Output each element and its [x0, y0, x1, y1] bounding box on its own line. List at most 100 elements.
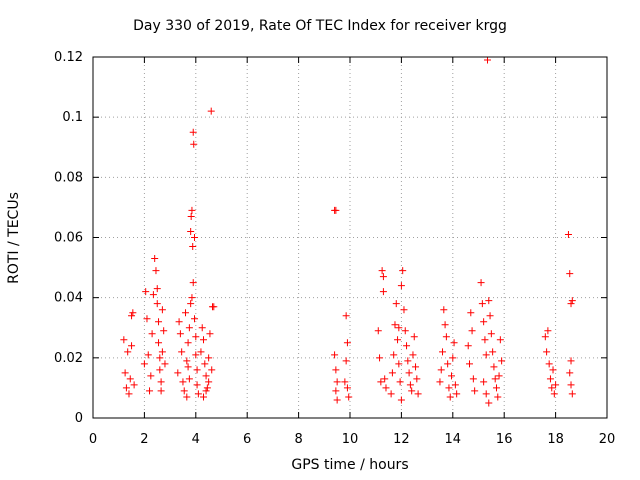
data-point — [495, 372, 503, 380]
data-point — [149, 291, 157, 299]
data-point — [121, 369, 129, 377]
data-point — [185, 375, 193, 383]
data-point — [343, 339, 351, 347]
data-point — [378, 267, 386, 275]
data-point — [332, 206, 340, 214]
data-point — [189, 128, 197, 136]
x-tick-label: 12 — [393, 432, 410, 447]
data-point — [189, 243, 197, 251]
data-point — [549, 366, 557, 374]
data-point — [485, 297, 493, 305]
data-point — [187, 300, 195, 308]
data-point — [477, 279, 485, 287]
data-point — [157, 387, 165, 395]
data-point — [120, 336, 128, 344]
y-tick-label: 0 — [75, 411, 83, 426]
data-point — [128, 312, 136, 320]
data-point — [381, 375, 389, 383]
data-point — [341, 378, 349, 386]
x-tick-label: 14 — [445, 432, 462, 447]
data-point — [440, 306, 448, 314]
data-point — [128, 342, 136, 350]
data-point — [157, 378, 165, 386]
data-point — [193, 381, 201, 389]
data-point — [394, 336, 402, 344]
data-point — [567, 381, 575, 389]
data-point — [392, 300, 400, 308]
data-point — [483, 56, 491, 64]
data-point — [403, 342, 411, 350]
y-tick-label: 0.06 — [54, 231, 83, 246]
data-point — [546, 375, 554, 383]
data-point — [406, 381, 414, 389]
data-point — [376, 354, 384, 362]
data-point — [397, 396, 405, 404]
data-point — [126, 375, 134, 383]
data-point — [468, 327, 476, 335]
data-point — [467, 309, 475, 317]
data-point — [482, 351, 490, 359]
x-tick-label: 4 — [192, 432, 200, 447]
data-point — [400, 306, 408, 314]
data-point — [129, 309, 137, 317]
y-tick-label: 0.04 — [54, 291, 83, 306]
y-tick-label: 0.08 — [54, 170, 83, 185]
data-point — [155, 339, 163, 347]
data-point — [548, 384, 556, 392]
data-point — [202, 387, 210, 395]
data-point — [152, 267, 160, 275]
data-point — [568, 297, 576, 305]
data-point — [480, 318, 488, 326]
data-point — [391, 321, 399, 329]
data-point — [188, 206, 196, 214]
data-point — [450, 339, 458, 347]
data-point — [207, 107, 215, 115]
data-point — [436, 378, 444, 386]
x-tick-label: 2 — [140, 432, 148, 447]
data-point — [566, 270, 574, 278]
data-point — [446, 393, 454, 401]
data-point — [158, 348, 166, 356]
data-point — [414, 390, 422, 398]
data-point — [184, 339, 192, 347]
data-point — [179, 378, 187, 386]
data-point — [183, 393, 191, 401]
x-tick-label: 20 — [599, 432, 616, 447]
data-point — [445, 384, 453, 392]
data-point — [189, 279, 197, 287]
data-point — [486, 312, 494, 320]
data-point — [187, 227, 195, 235]
data-point — [567, 300, 575, 308]
grid-lines — [93, 57, 607, 418]
data-point — [208, 366, 216, 374]
data-point — [489, 348, 497, 356]
data-point — [544, 327, 552, 335]
data-point — [390, 351, 398, 359]
data-points — [120, 56, 576, 407]
data-point — [487, 330, 495, 338]
data-point — [148, 330, 156, 338]
data-point — [146, 387, 154, 395]
data-point — [143, 315, 151, 323]
data-point — [191, 234, 199, 241]
data-point — [153, 300, 161, 308]
data-point — [332, 387, 340, 395]
data-point — [567, 357, 575, 365]
data-point — [409, 351, 417, 359]
data-point — [466, 360, 474, 368]
data-point — [333, 396, 341, 404]
data-point — [451, 381, 459, 389]
data-point — [147, 372, 155, 380]
data-point — [471, 387, 479, 395]
data-point — [200, 393, 208, 401]
data-point — [377, 378, 385, 386]
data-point — [188, 294, 196, 302]
data-point — [482, 390, 490, 398]
data-point — [200, 336, 208, 344]
data-point — [331, 351, 339, 359]
data-point — [485, 399, 493, 407]
data-point — [453, 390, 461, 398]
data-point — [185, 324, 193, 332]
data-point — [210, 303, 218, 311]
